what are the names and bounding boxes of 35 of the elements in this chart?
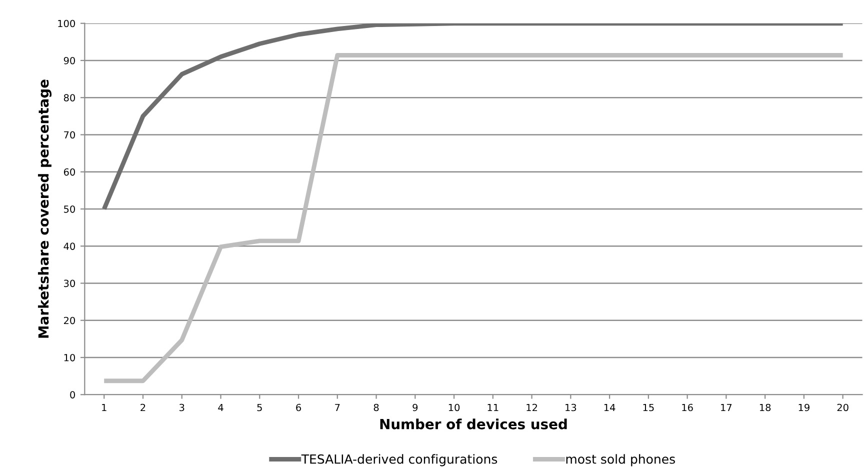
legend-label: TESALIA-derived configurations (301, 454, 498, 466)
x-tick-label: 8 (374, 404, 379, 412)
y-tick-label: 90 (64, 56, 75, 64)
y-tick-label: 100 (58, 20, 75, 28)
x-tick-label: 11 (488, 404, 498, 412)
x-tick-label: 12 (526, 404, 538, 412)
x-tick-label: 2 (140, 404, 146, 412)
x-tick-label: 6 (296, 404, 301, 412)
y-tick-label: 20 (64, 316, 75, 324)
x-tick-label: 5 (257, 404, 262, 412)
x-tick-label: 20 (837, 404, 848, 412)
x-tick-label: 18 (760, 404, 771, 412)
x-tick-label: 3 (180, 404, 184, 412)
y-tick-label: 10 (64, 354, 75, 362)
x-tick-label: 4 (218, 404, 224, 412)
y-tick-label: 80 (64, 94, 75, 102)
x-tick-label: 9 (412, 404, 418, 412)
y-tick-label: 60 (64, 168, 75, 176)
x-tick-label: 16 (682, 404, 693, 412)
legend-label: most sold phones (566, 454, 675, 466)
x-axis-title: Number of devices used (380, 418, 567, 430)
y-tick-label: 0 (70, 391, 75, 398)
y-tick-label: 70 (64, 131, 75, 139)
x-tick-label: 15 (643, 404, 654, 412)
x-tick-label: 7 (335, 404, 340, 412)
y-tick-label: 50 (64, 205, 75, 213)
x-tick-label: 17 (721, 404, 732, 412)
y-tick-label: 40 (64, 242, 75, 250)
y-axis-title: Marketshare covered percentage (38, 80, 52, 338)
x-tick-label: 19 (798, 404, 810, 412)
y-tick-label: 30 (64, 280, 75, 288)
x-tick-label: 14 (604, 404, 616, 412)
x-tick-label: 13 (566, 404, 576, 412)
x-tick-label: 10 (448, 404, 460, 412)
x-tick-label: 1 (102, 404, 106, 412)
